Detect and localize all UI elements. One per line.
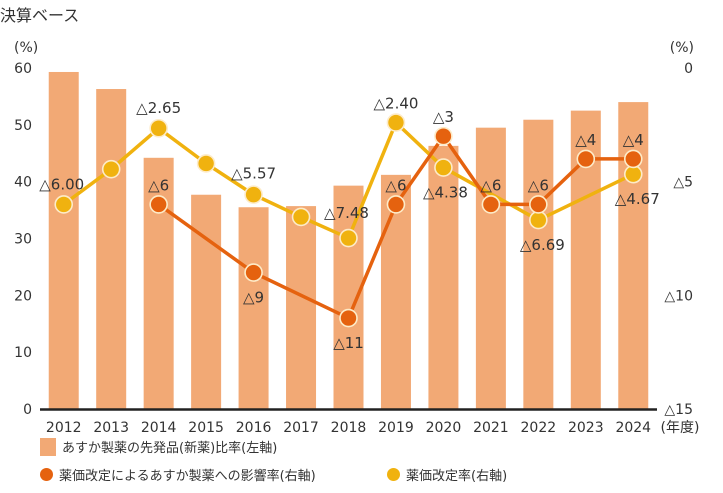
- point-series-2-2019: [386, 113, 406, 132]
- point-series-2-2016: [244, 185, 263, 204]
- bar-2012: [48, 71, 79, 409]
- point-series-1-2019: [386, 195, 406, 214]
- legend-label-revision: 薬価改定率(右軸): [406, 469, 508, 484]
- point-series-1-2016: [244, 263, 263, 282]
- bar-2015: [191, 194, 222, 409]
- legend-swatch-impact: [40, 468, 53, 481]
- point-series-2-2018: [339, 228, 358, 248]
- right-tick-0: 0: [684, 61, 693, 77]
- bar-2017: [286, 206, 317, 409]
- point-series-1-2021: [481, 195, 501, 214]
- left-tick-0: 0: [23, 402, 32, 418]
- bar-2022: [523, 119, 554, 410]
- x-tick-2023: 2023: [568, 420, 604, 436]
- x-tick-2015: 2015: [188, 420, 224, 436]
- left-tick-10: 10: [14, 345, 32, 361]
- x-tick-2021: 2021: [473, 420, 509, 436]
- left-tick-30: 30: [14, 232, 32, 248]
- left-tick-40: 40: [14, 175, 32, 191]
- point-series-2-2015: [196, 154, 216, 173]
- point-series-1-2020: [434, 126, 453, 146]
- legend-item-bar: あすか製薬の先発品(新薬)比率(左軸): [40, 437, 277, 456]
- right-axis-unit: (%): [670, 40, 694, 56]
- data-label-series-1-2021: △6: [480, 176, 501, 194]
- right-tick-3: △15: [664, 402, 693, 418]
- x-tick-2022: 2022: [521, 420, 557, 436]
- point-series-1-2022: [529, 195, 548, 214]
- legend-swatch-bar: [40, 437, 56, 456]
- legend-label-impact: 薬価改定によるあすか製薬への影響率(右軸): [59, 469, 316, 484]
- data-label-series-2-2019: △2.40: [373, 95, 418, 113]
- left-tick-60: 60: [14, 61, 32, 77]
- x-tick-2016: 2016: [236, 420, 272, 436]
- x-tick-2012: 2012: [46, 420, 82, 436]
- point-series-1-2024: [623, 149, 643, 169]
- data-label-series-1-2020: △3: [433, 108, 454, 126]
- data-label-series-1-2022: △6: [528, 176, 549, 194]
- data-label-series-1-2019: △6: [385, 176, 406, 194]
- bar-2020: [428, 145, 459, 409]
- data-label-series-2-2012: △6.00: [39, 175, 84, 193]
- right-tick-1: △5: [673, 175, 693, 191]
- data-label-series-2-2016: △5.57: [231, 165, 276, 183]
- x-unit-label: (年度): [661, 420, 700, 436]
- x-tick-2014: 2014: [141, 420, 177, 436]
- point-series-2-2014: [149, 118, 168, 138]
- x-tick-2013: 2013: [93, 420, 129, 436]
- data-label-series-1-2024: △4: [623, 131, 644, 149]
- point-series-2-2013: [101, 159, 121, 179]
- data-label-series-2-2022: △6.69: [520, 236, 565, 254]
- point-series-1-2014: [149, 195, 168, 214]
- data-label-series-1-2014: △6: [148, 176, 169, 194]
- bar-2013: [96, 89, 127, 410]
- x-tick-2019: 2019: [378, 420, 414, 436]
- point-series-2-2020: [434, 158, 453, 177]
- point-series-2-2017: [291, 207, 311, 227]
- bar-2016: [238, 207, 269, 409]
- x-tick-2020: 2020: [426, 420, 462, 436]
- data-label-series-2-2018: △7.48: [324, 204, 369, 222]
- left-axis-unit: (%): [14, 40, 38, 56]
- x-tick-2018: 2018: [331, 420, 367, 436]
- data-label-series-2-2020: △4.38: [423, 184, 468, 202]
- legend-label-bar: あすか製薬の先発品(新薬)比率(左軸): [62, 441, 278, 456]
- data-label-series-1-2018: △11: [333, 334, 364, 352]
- point-series-2-2012: [54, 195, 74, 214]
- x-tick-2024: 2024: [615, 420, 651, 436]
- data-label-series-2-2024: △4.67: [615, 190, 660, 208]
- x-tick-2017: 2017: [283, 420, 319, 436]
- point-series-1-2018: [339, 308, 358, 328]
- chart-title: 決算ベース: [0, 6, 80, 25]
- left-tick-50: 50: [14, 118, 32, 134]
- bar-2019: [380, 174, 411, 409]
- data-label-series-1-2023: △4: [575, 131, 596, 149]
- point-series-2-2022: [529, 210, 548, 230]
- legend-item-revision: 薬価改定率(右軸): [387, 465, 507, 484]
- right-tick-2: △10: [664, 288, 693, 304]
- data-label-series-1-2016: △9: [243, 289, 264, 307]
- bar-2021: [475, 127, 506, 410]
- legend-swatch-revision: [387, 468, 400, 481]
- left-tick-20: 20: [14, 288, 32, 304]
- data-label-series-2-2014: △2.65: [136, 99, 181, 117]
- point-series-1-2023: [576, 149, 596, 169]
- legend-item-impact: 薬価改定によるあすか製薬への影響率(右軸): [40, 465, 316, 484]
